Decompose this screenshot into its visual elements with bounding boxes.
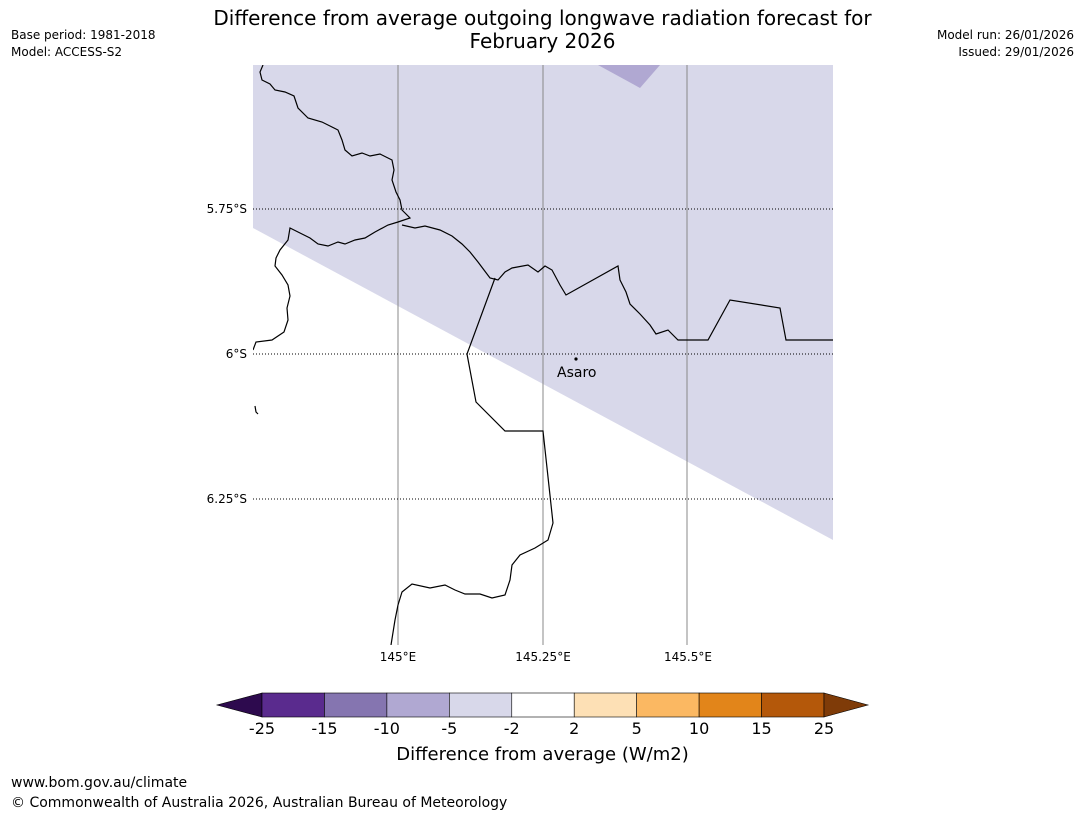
lat-label-6-25s: 6.25°S (206, 492, 247, 506)
model-run: Model run: 26/01/2026 (936, 28, 1074, 42)
colorbar-tick-label: -25 (248, 719, 276, 738)
colorbar-segment (449, 692, 513, 718)
anomaly-region-medium (598, 65, 660, 88)
title-line-1: Difference from average outgoing longwav… (213, 6, 872, 30)
colorbar-under-arrow (215, 692, 263, 718)
boundary-south (390, 277, 554, 645)
colorbar-tick-label: -5 (441, 719, 458, 738)
lat-label-6s: 6°S (225, 347, 247, 361)
colorbar-tick-label: 10 (688, 719, 710, 738)
colorbar-tick-label: 25 (813, 719, 835, 738)
colorbar-segment (324, 692, 388, 718)
boundary-north (253, 65, 412, 351)
model-name: Model: ACCESS-S2 (11, 45, 123, 59)
meta-right: Model run: 26/01/2026 Issued: 29/01/2026 (937, 27, 1074, 61)
place-label-asaro: Asaro (557, 365, 597, 381)
colorbar-segment (261, 692, 325, 718)
lat-label-5-75s: 5.75°S (206, 202, 247, 216)
footer-copyright: © Commonwealth of Australia 2026, Austra… (11, 795, 508, 811)
boundary-west-fragment (254, 405, 259, 415)
boundary-central (401, 224, 833, 341)
colorbar-tick-label: -10 (373, 719, 400, 738)
colorbar-tick-label: 5 (631, 719, 642, 738)
province-boundaries (253, 65, 833, 645)
colorbar-tick-label: -2 (503, 719, 520, 738)
base-period: Base period: 1981-2018 (11, 28, 156, 42)
meta-left: Base period: 1981-2018 Model: ACCESS-S2 (11, 27, 156, 61)
asaro-marker (574, 357, 578, 361)
map-title: Difference from average outgoing longwav… (180, 7, 905, 53)
title-line-2: February 2026 (469, 29, 616, 53)
colorbar-segment (386, 692, 450, 718)
colorbar-segment (511, 692, 575, 718)
colorbar-label: Difference from average (W/m2) (396, 744, 689, 765)
colorbar-segment (636, 692, 700, 718)
colorbar-tick-label: -15 (311, 719, 338, 738)
lon-label-145e: 145°E (379, 650, 417, 664)
colorbar-segment (698, 692, 762, 718)
colorbar-tick-label: 2 (569, 719, 580, 738)
lon-label-145-25e: 145.25°E (515, 650, 571, 664)
issued-date: Issued: 29/01/2026 (958, 45, 1074, 59)
footer-url: www.bom.gov.au/climate (11, 775, 188, 791)
colorbar-segment (761, 692, 825, 718)
lon-label-145-5e: 145.5°E (664, 650, 712, 664)
colorbar-tick-label: 15 (751, 719, 772, 738)
colorbar-over-arrow (823, 692, 870, 718)
colorbar-segment (573, 692, 637, 718)
